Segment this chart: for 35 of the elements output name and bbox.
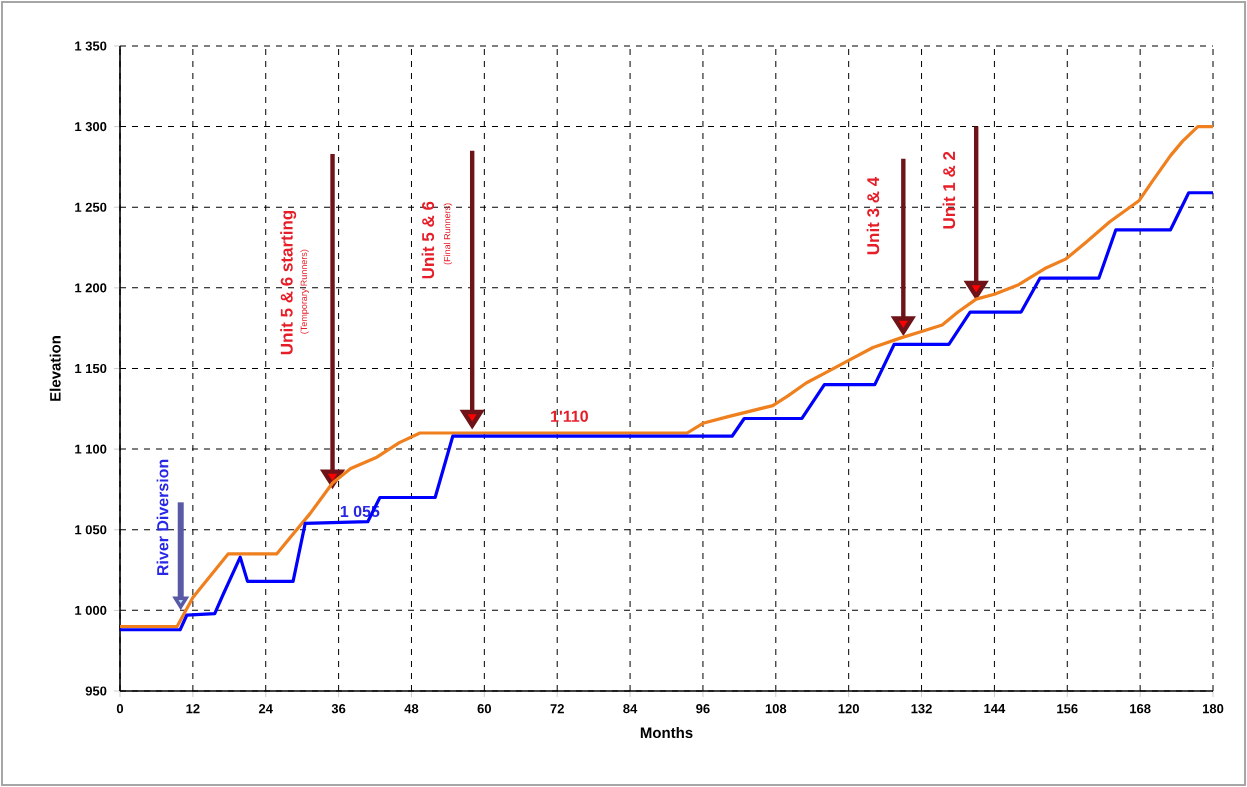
x-tick-label: 36: [331, 704, 346, 714]
annotation: (Temporary Runners): [300, 249, 309, 334]
y-tick-label: 1 100: [75, 444, 107, 454]
x-tick-label: 48: [404, 704, 419, 714]
x-tick-label: 180: [1202, 704, 1224, 714]
x-tick-label: 120: [838, 704, 859, 714]
x-tick-label: 0: [116, 704, 124, 714]
annotation: Unit 1 & 2: [942, 151, 956, 229]
y-tick-label: 1 350: [75, 41, 107, 51]
y-axis-title: Elevation: [49, 336, 61, 401]
x-tick-label: 60: [477, 704, 492, 714]
annotation: (Final Runners): [443, 203, 453, 265]
y-tick-label: 1 200: [75, 283, 107, 293]
y-tick-label: 1 250: [75, 202, 107, 212]
y-tick-label: 1 150: [75, 363, 107, 374]
annotation: River Diversion: [156, 459, 169, 576]
annotation: 1'110: [551, 410, 588, 422]
x-tick-label: 132: [911, 704, 932, 714]
annotation: Unit 3 & 4: [866, 176, 880, 255]
x-tick-label: 84: [623, 704, 638, 714]
x-tick-label: 12: [186, 704, 200, 714]
x-axis-title: Months: [640, 727, 693, 739]
x-tick-label: 144: [984, 704, 1006, 714]
x-tick-label: 72: [550, 704, 564, 714]
y-tick-label: 1 050: [75, 525, 107, 535]
y-tick-label: 1 300: [75, 122, 107, 132]
x-tick-label: 108: [765, 704, 787, 714]
x-tick-label: 96: [696, 704, 710, 714]
annotation: Unit 5 & 6 starting: [280, 210, 297, 355]
x-tick-label: 156: [1057, 704, 1078, 714]
y-tick-label: 1 000: [75, 605, 107, 615]
annotation: Unit 5 & 6: [421, 201, 435, 279]
x-tick-label: 24: [258, 704, 273, 714]
x-tick-label: 168: [1130, 704, 1151, 714]
y-tick-label: 950: [85, 686, 107, 696]
